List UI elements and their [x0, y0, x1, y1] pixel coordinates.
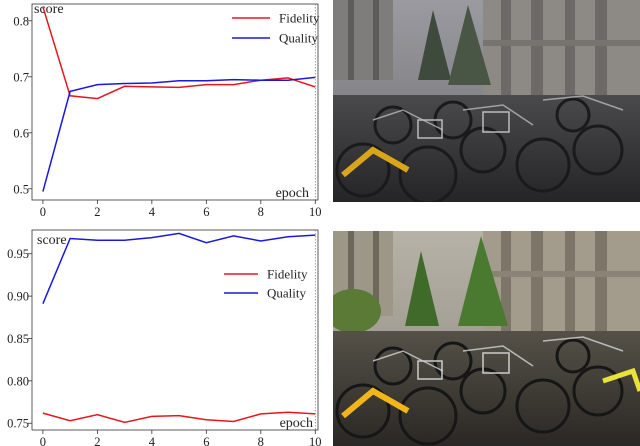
x-tick-label: 6 [203, 435, 209, 446]
legend: Fidelity Quality [232, 11, 320, 46]
series-line-fidelity [42, 6, 316, 100]
chart-top: 0 2 4 6 8 10 0.5 0.6 0.7 0.8 score epoch Fidelity… [13, 2, 321, 219]
chart-bottom: 0 2 4 6 8 100.750.800.850.900.95 score epoch … [7, 229, 322, 446]
legend: Fidelity Quality [224, 267, 308, 301]
x-axis-label: epoch [276, 186, 309, 201]
y-tick-label: 0.95 [7, 247, 29, 261]
y-tick-label: 0.75 [7, 417, 29, 431]
y-tick-label: 0.80 [7, 374, 29, 388]
y-axis-label: score [37, 233, 67, 248]
x-tick-label: 10 [309, 205, 322, 219]
legend-label-fidelity: Fidelity [267, 267, 308, 282]
x-tick-label: 8 [258, 435, 264, 446]
y-axis-label: score [34, 2, 64, 17]
x-tick-label: 8 [258, 205, 264, 219]
series-line-quality [42, 232, 316, 304]
x-tick-label: 2 [94, 205, 100, 219]
legend-label-quality: Quality [267, 286, 306, 301]
x-tick-label: 2 [94, 435, 100, 446]
series-layer [42, 6, 316, 192]
plot-frame [31, 229, 319, 431]
y-tick-label: 0.8 [13, 14, 29, 28]
axes-frame [31, 3, 319, 201]
legend-label-quality: Quality [279, 31, 318, 46]
x-tick-label: 6 [203, 205, 209, 219]
y-tick-label: 0.5 [13, 182, 29, 196]
series-line-quality [42, 76, 316, 192]
y-tick-label: 0.90 [7, 290, 29, 304]
legend-label-fidelity: Fidelity [279, 11, 320, 26]
y-tick-label: 0.85 [7, 332, 29, 346]
axes-frame [31, 229, 319, 431]
x-tick-label: 0 [40, 435, 46, 446]
y-tick-label: 0.6 [13, 126, 29, 140]
ticks-layer: 0 2 4 6 8 10 0.5 0.6 0.7 0.8 [13, 14, 321, 219]
x-tick-label: 0 [40, 205, 46, 219]
series-layer [42, 232, 316, 424]
ticks-layer: 0 2 4 6 8 10 0.75 0.80 0.85 0.90 0.95 [7, 247, 321, 446]
bicycle-parking-photo-dark [333, 0, 640, 202]
x-tick-label: 4 [149, 205, 156, 219]
series-line-fidelity [42, 411, 316, 424]
plot-frame [31, 3, 319, 201]
x-tick-label: 10 [309, 435, 322, 446]
x-tick-label: 4 [149, 435, 156, 446]
y-tick-label: 0.7 [13, 70, 29, 84]
x-axis-label: epoch [280, 416, 313, 431]
bicycle-parking-photo-enhanced [333, 231, 640, 446]
